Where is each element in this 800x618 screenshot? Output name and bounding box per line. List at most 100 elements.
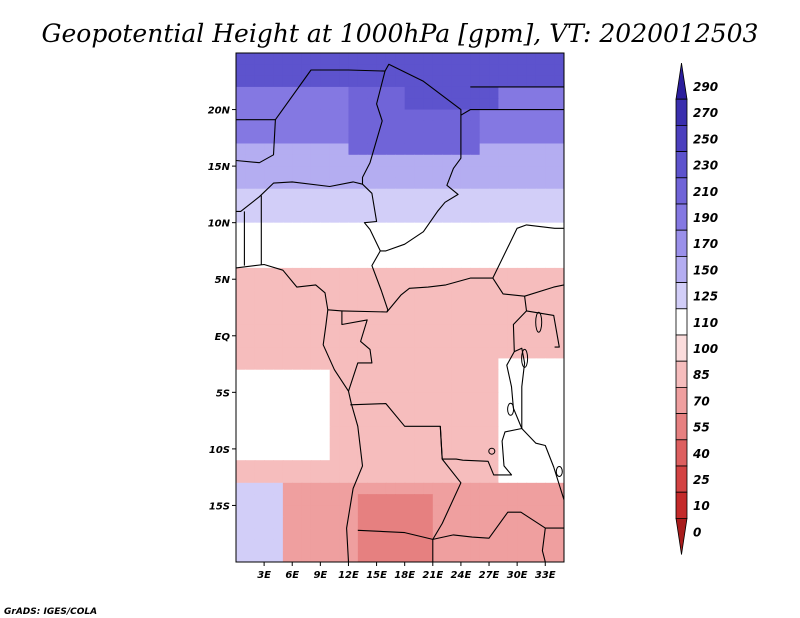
field-cell: [545, 200, 556, 212]
field-cell: [423, 392, 434, 405]
field-cell: [329, 222, 340, 235]
field-cell: [432, 245, 443, 258]
field-cell: [535, 505, 546, 518]
field-cell: [423, 437, 434, 450]
field-cell: [554, 358, 564, 371]
field-cell: [442, 403, 453, 416]
field-cell: [535, 211, 546, 224]
field-cell: [498, 290, 509, 303]
colorbar-label: 190: [693, 211, 718, 225]
field-cell: [554, 301, 564, 314]
field-cell: [282, 482, 293, 495]
field-cell: [329, 516, 340, 529]
field-cell: [376, 392, 387, 405]
field-cell: [517, 471, 528, 484]
field-cell: [339, 256, 350, 269]
field-cell: [310, 256, 321, 269]
field-cell: [470, 369, 481, 382]
field-cell: [254, 256, 265, 269]
field-cell: [432, 53, 443, 65]
field-cell: [376, 98, 387, 111]
field-cell: [245, 403, 256, 416]
field-cell: [367, 437, 378, 450]
field-cell: [526, 324, 537, 337]
x-tick-label: 21E: [422, 570, 443, 581]
field-cell: [517, 98, 528, 111]
field-cell: [404, 324, 415, 337]
field-cell: [376, 369, 387, 382]
field-cell: [423, 166, 434, 179]
field-cell: [545, 471, 556, 484]
field-cell: [432, 211, 443, 224]
field-cell: [526, 132, 537, 145]
field-cell: [404, 494, 415, 507]
field-cell: [517, 86, 528, 99]
field-cell: [367, 460, 378, 473]
field-cell: [414, 188, 425, 201]
x-axis: 3E 6E 9E 12E 15E 18E 21E 24E 27E 30E 33E: [257, 562, 556, 581]
field-cell: [301, 437, 312, 450]
field-cell: [310, 539, 321, 552]
field-cell: [432, 539, 443, 552]
field-cell: [526, 539, 537, 552]
field-cell: [460, 313, 471, 326]
field-cell: [423, 200, 434, 212]
field-cell: [451, 335, 462, 348]
field-cell: [339, 154, 350, 167]
field-cell: [498, 324, 509, 337]
field-cell: [348, 290, 359, 303]
field-cell: [236, 369, 246, 382]
field-cell: [404, 414, 415, 427]
field-cell: [292, 505, 303, 518]
field-cell: [432, 369, 443, 382]
field-cell: [545, 132, 556, 145]
field-cell: [470, 550, 481, 562]
field-cell: [367, 516, 378, 529]
field-cell: [526, 98, 537, 111]
field-cell: [357, 494, 368, 507]
field-cell: [320, 528, 331, 540]
field-cell: [414, 471, 425, 484]
field-cell: [460, 256, 471, 269]
field-cell: [545, 267, 556, 280]
field-cell: [545, 369, 556, 382]
field-cell: [554, 505, 564, 518]
field-cell: [545, 245, 556, 258]
field-cell: [545, 177, 556, 190]
field-cell: [310, 120, 321, 133]
field-cell: [470, 381, 481, 393]
field-cell: [451, 313, 462, 326]
field-cell: [292, 426, 303, 439]
field-cell: [264, 347, 275, 359]
field-cell: [339, 403, 350, 416]
field-cell: [254, 313, 265, 326]
field-cell: [423, 98, 434, 111]
field-cell: [470, 120, 481, 133]
field-cell: [479, 154, 490, 167]
field-cell: [245, 86, 256, 99]
field-cell: [479, 53, 490, 65]
field-cell: [460, 426, 471, 439]
field-cell: [498, 550, 509, 562]
field-cell: [526, 403, 537, 416]
field-cell: [432, 471, 443, 484]
field-cell: [236, 200, 246, 212]
field-cell: [320, 494, 331, 507]
field-cell: [254, 550, 265, 562]
field-cell: [273, 528, 284, 540]
field-cell: [404, 109, 415, 122]
field-cell: [292, 528, 303, 540]
field-cell: [320, 200, 331, 212]
field-cell: [385, 98, 396, 111]
field-cell: [395, 222, 406, 235]
field-cell: [273, 75, 284, 88]
field-cell: [236, 290, 246, 303]
field-cell: [545, 290, 556, 303]
field-cell: [442, 482, 453, 495]
field-cell: [254, 132, 265, 145]
field-cell: [535, 494, 546, 507]
field-cell: [442, 505, 453, 518]
lake-outline: [507, 402, 515, 416]
lake-outline: [521, 348, 529, 368]
field-cell: [498, 494, 509, 507]
